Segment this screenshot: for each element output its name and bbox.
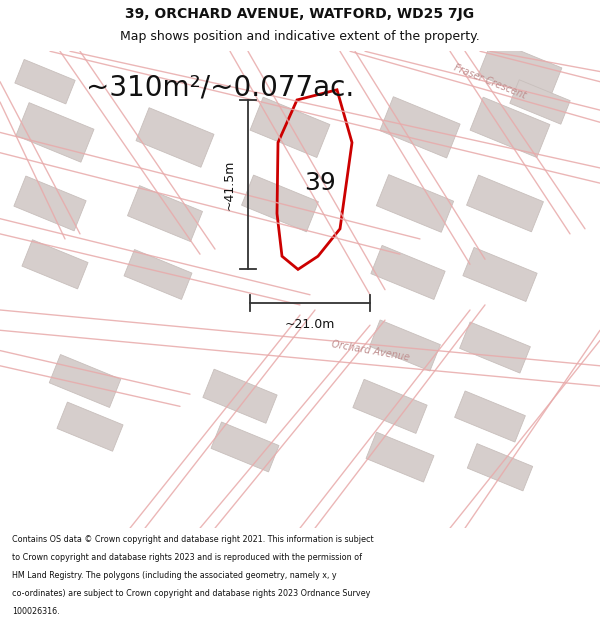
Polygon shape xyxy=(242,175,319,232)
Polygon shape xyxy=(14,176,86,231)
Text: 39, ORCHARD AVENUE, WATFORD, WD25 7JG: 39, ORCHARD AVENUE, WATFORD, WD25 7JG xyxy=(125,8,475,21)
Polygon shape xyxy=(353,379,427,433)
Polygon shape xyxy=(124,249,192,299)
Polygon shape xyxy=(49,354,121,408)
Polygon shape xyxy=(371,246,445,299)
Polygon shape xyxy=(370,320,440,371)
Text: 100026316.: 100026316. xyxy=(12,607,59,616)
Polygon shape xyxy=(127,186,203,242)
Text: 39: 39 xyxy=(304,171,336,195)
Text: HM Land Registry. The polygons (including the associated geometry, namely x, y: HM Land Registry. The polygons (includin… xyxy=(12,571,337,580)
Polygon shape xyxy=(376,174,454,232)
Polygon shape xyxy=(16,102,94,162)
Text: Orchard Avenue: Orchard Avenue xyxy=(330,339,410,362)
Polygon shape xyxy=(57,402,123,451)
Text: Map shows position and indicative extent of the property.: Map shows position and indicative extent… xyxy=(120,31,480,43)
Polygon shape xyxy=(510,80,570,124)
Polygon shape xyxy=(460,322,530,373)
Polygon shape xyxy=(250,98,330,158)
Text: ~310m²/~0.077ac.: ~310m²/~0.077ac. xyxy=(86,74,354,102)
Polygon shape xyxy=(478,39,562,104)
Text: Fraser Crescent: Fraser Crescent xyxy=(452,62,527,101)
Text: ~21.0m: ~21.0m xyxy=(285,318,335,331)
Polygon shape xyxy=(467,175,544,232)
Polygon shape xyxy=(211,422,279,472)
Polygon shape xyxy=(380,97,460,158)
Polygon shape xyxy=(463,248,537,301)
Polygon shape xyxy=(366,432,434,482)
Polygon shape xyxy=(467,444,533,491)
Text: to Crown copyright and database rights 2023 and is reproduced with the permissio: to Crown copyright and database rights 2… xyxy=(12,553,362,562)
Text: ~41.5m: ~41.5m xyxy=(223,159,236,210)
Polygon shape xyxy=(203,369,277,423)
Polygon shape xyxy=(470,98,550,158)
Text: Contains OS data © Crown copyright and database right 2021. This information is : Contains OS data © Crown copyright and d… xyxy=(12,535,374,544)
Polygon shape xyxy=(15,59,75,104)
Polygon shape xyxy=(22,240,88,289)
Polygon shape xyxy=(455,391,526,442)
Polygon shape xyxy=(136,107,214,168)
Text: co-ordinates) are subject to Crown copyright and database rights 2023 Ordnance S: co-ordinates) are subject to Crown copyr… xyxy=(12,589,370,598)
